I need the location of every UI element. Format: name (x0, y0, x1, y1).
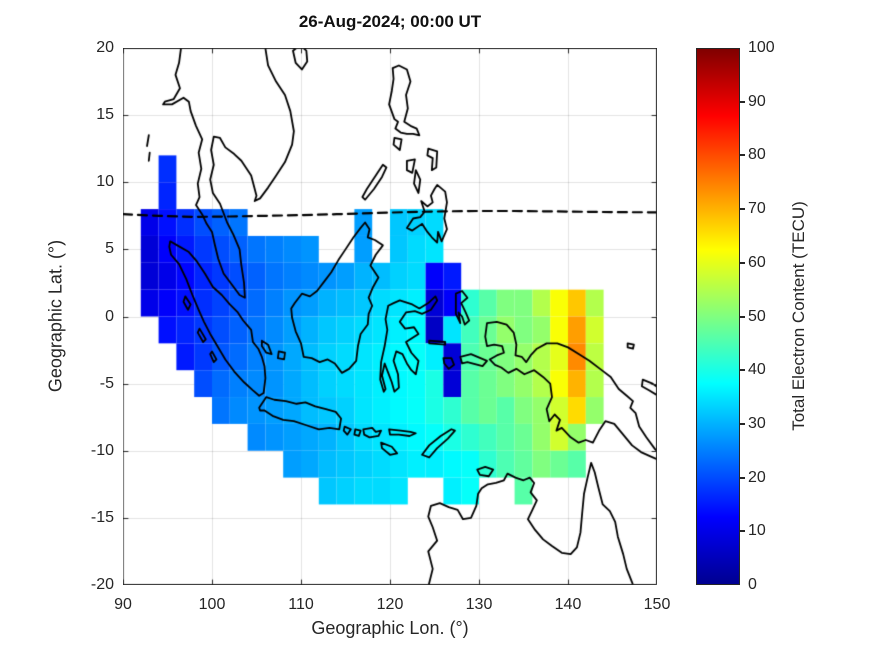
x-tick-label: 140 (554, 596, 582, 613)
y-tick-label: 5 (105, 240, 114, 258)
y-tick-label: 20 (96, 39, 114, 56)
tec-map-canvas (123, 48, 657, 585)
x-tick-label: 150 (643, 596, 671, 613)
y-tick-label: -15 (90, 508, 114, 526)
colorbar-tick-mark (740, 100, 745, 103)
colorbar-gradient (697, 49, 739, 584)
colorbar-tick-mark (740, 422, 745, 425)
chart-title: 26-Aug-2024; 00:00 UT (298, 12, 482, 31)
x-tick-label: 120 (376, 596, 404, 613)
colorbar-tick-mark (740, 530, 745, 533)
y-tick-label: -20 (90, 576, 114, 593)
x-axis-label: Geographic Lon. (°) (311, 618, 469, 638)
colorbar-tick-mark (740, 154, 745, 157)
colorbar-tick-label: 60 (748, 253, 766, 271)
colorbar-tick-label: 0 (748, 576, 757, 593)
y-tick-label: 10 (96, 173, 114, 191)
colorbar-label: Total Electron Content (TECU) (789, 201, 808, 431)
colorbar-tick-label: 10 (748, 522, 766, 540)
y-tick-label: -10 (90, 441, 114, 459)
colorbar-tick-mark (740, 261, 745, 264)
colorbar-tick-mark (740, 476, 745, 479)
x-tick-label: 90 (114, 596, 132, 613)
colorbar-tick-label: 40 (748, 361, 766, 379)
colorbar-tick-label: 70 (748, 200, 766, 218)
colorbar-tick-label: 50 (748, 307, 766, 325)
y-axis-label: Geographic Lat. (°) (45, 239, 66, 393)
colorbar-tick-label: 30 (748, 414, 766, 432)
y-tick-label: 15 (96, 106, 114, 124)
colorbar-tick-label: 90 (748, 92, 766, 110)
colorbar (696, 48, 740, 585)
y-tick-label: -5 (99, 374, 114, 392)
colorbar-tick-label: 80 (748, 146, 766, 164)
colorbar-tick-mark (740, 315, 745, 318)
x-tick-label: 100 (198, 596, 226, 613)
colorbar-tick-mark (740, 369, 745, 372)
colorbar-tick-label: 20 (748, 468, 766, 486)
x-tick-label: 110 (288, 596, 314, 613)
colorbar-tick-mark (740, 208, 745, 211)
y-tick-label: 0 (105, 307, 114, 325)
colorbar-tick-label: 100 (748, 39, 775, 56)
x-tick-label: 130 (465, 596, 493, 613)
